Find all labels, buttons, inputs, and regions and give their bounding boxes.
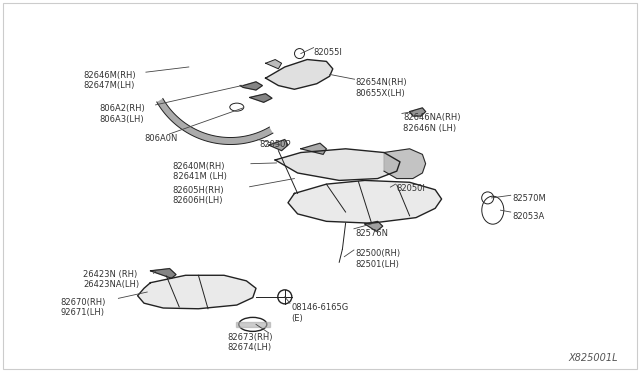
Text: 82050P: 82050P: [259, 140, 291, 148]
Text: 82055I: 82055I: [314, 48, 342, 57]
Polygon shape: [275, 149, 400, 180]
Polygon shape: [266, 60, 282, 69]
Text: 82640M(RH)
82641M (LH): 82640M(RH) 82641M (LH): [173, 162, 227, 181]
Text: 82646NA(RH)
82646N (LH): 82646NA(RH) 82646N (LH): [403, 113, 461, 133]
Polygon shape: [365, 221, 383, 231]
Text: 82500(RH)
82501(LH): 82500(RH) 82501(LH): [355, 249, 401, 269]
Polygon shape: [288, 180, 442, 223]
Text: 806A2(RH)
806A3(LH): 806A2(RH) 806A3(LH): [99, 104, 145, 124]
Polygon shape: [240, 82, 262, 90]
Text: 82570M: 82570M: [512, 194, 546, 203]
Text: 82654N(RH)
80655X(LH): 82654N(RH) 80655X(LH): [355, 78, 407, 97]
Text: 82050I: 82050I: [397, 184, 426, 193]
Polygon shape: [266, 60, 333, 89]
Text: 08146-6165G
(E): 08146-6165G (E): [291, 303, 348, 323]
Polygon shape: [269, 140, 288, 151]
Text: 82646M(RH)
82647M(LH): 82646M(RH) 82647M(LH): [83, 71, 136, 90]
Text: 82053A: 82053A: [512, 212, 544, 221]
Text: 82576N: 82576N: [355, 229, 388, 238]
Polygon shape: [157, 99, 273, 144]
Polygon shape: [410, 108, 426, 116]
Text: 82670(RH)
92671(LH): 82670(RH) 92671(LH): [61, 298, 106, 317]
Polygon shape: [236, 322, 270, 327]
Polygon shape: [150, 269, 176, 278]
Text: 806A0N: 806A0N: [144, 134, 177, 143]
Text: 82673(RH)
82674(LH): 82673(RH) 82674(LH): [227, 333, 273, 352]
Polygon shape: [250, 94, 272, 102]
Text: 26423N (RH)
26423NA(LH): 26423N (RH) 26423NA(LH): [83, 270, 140, 289]
Text: X825001L: X825001L: [568, 353, 618, 363]
Polygon shape: [301, 143, 326, 154]
Text: 82605H(RH)
82606H(LH): 82605H(RH) 82606H(LH): [173, 186, 225, 205]
Polygon shape: [138, 275, 256, 309]
Polygon shape: [384, 149, 426, 179]
